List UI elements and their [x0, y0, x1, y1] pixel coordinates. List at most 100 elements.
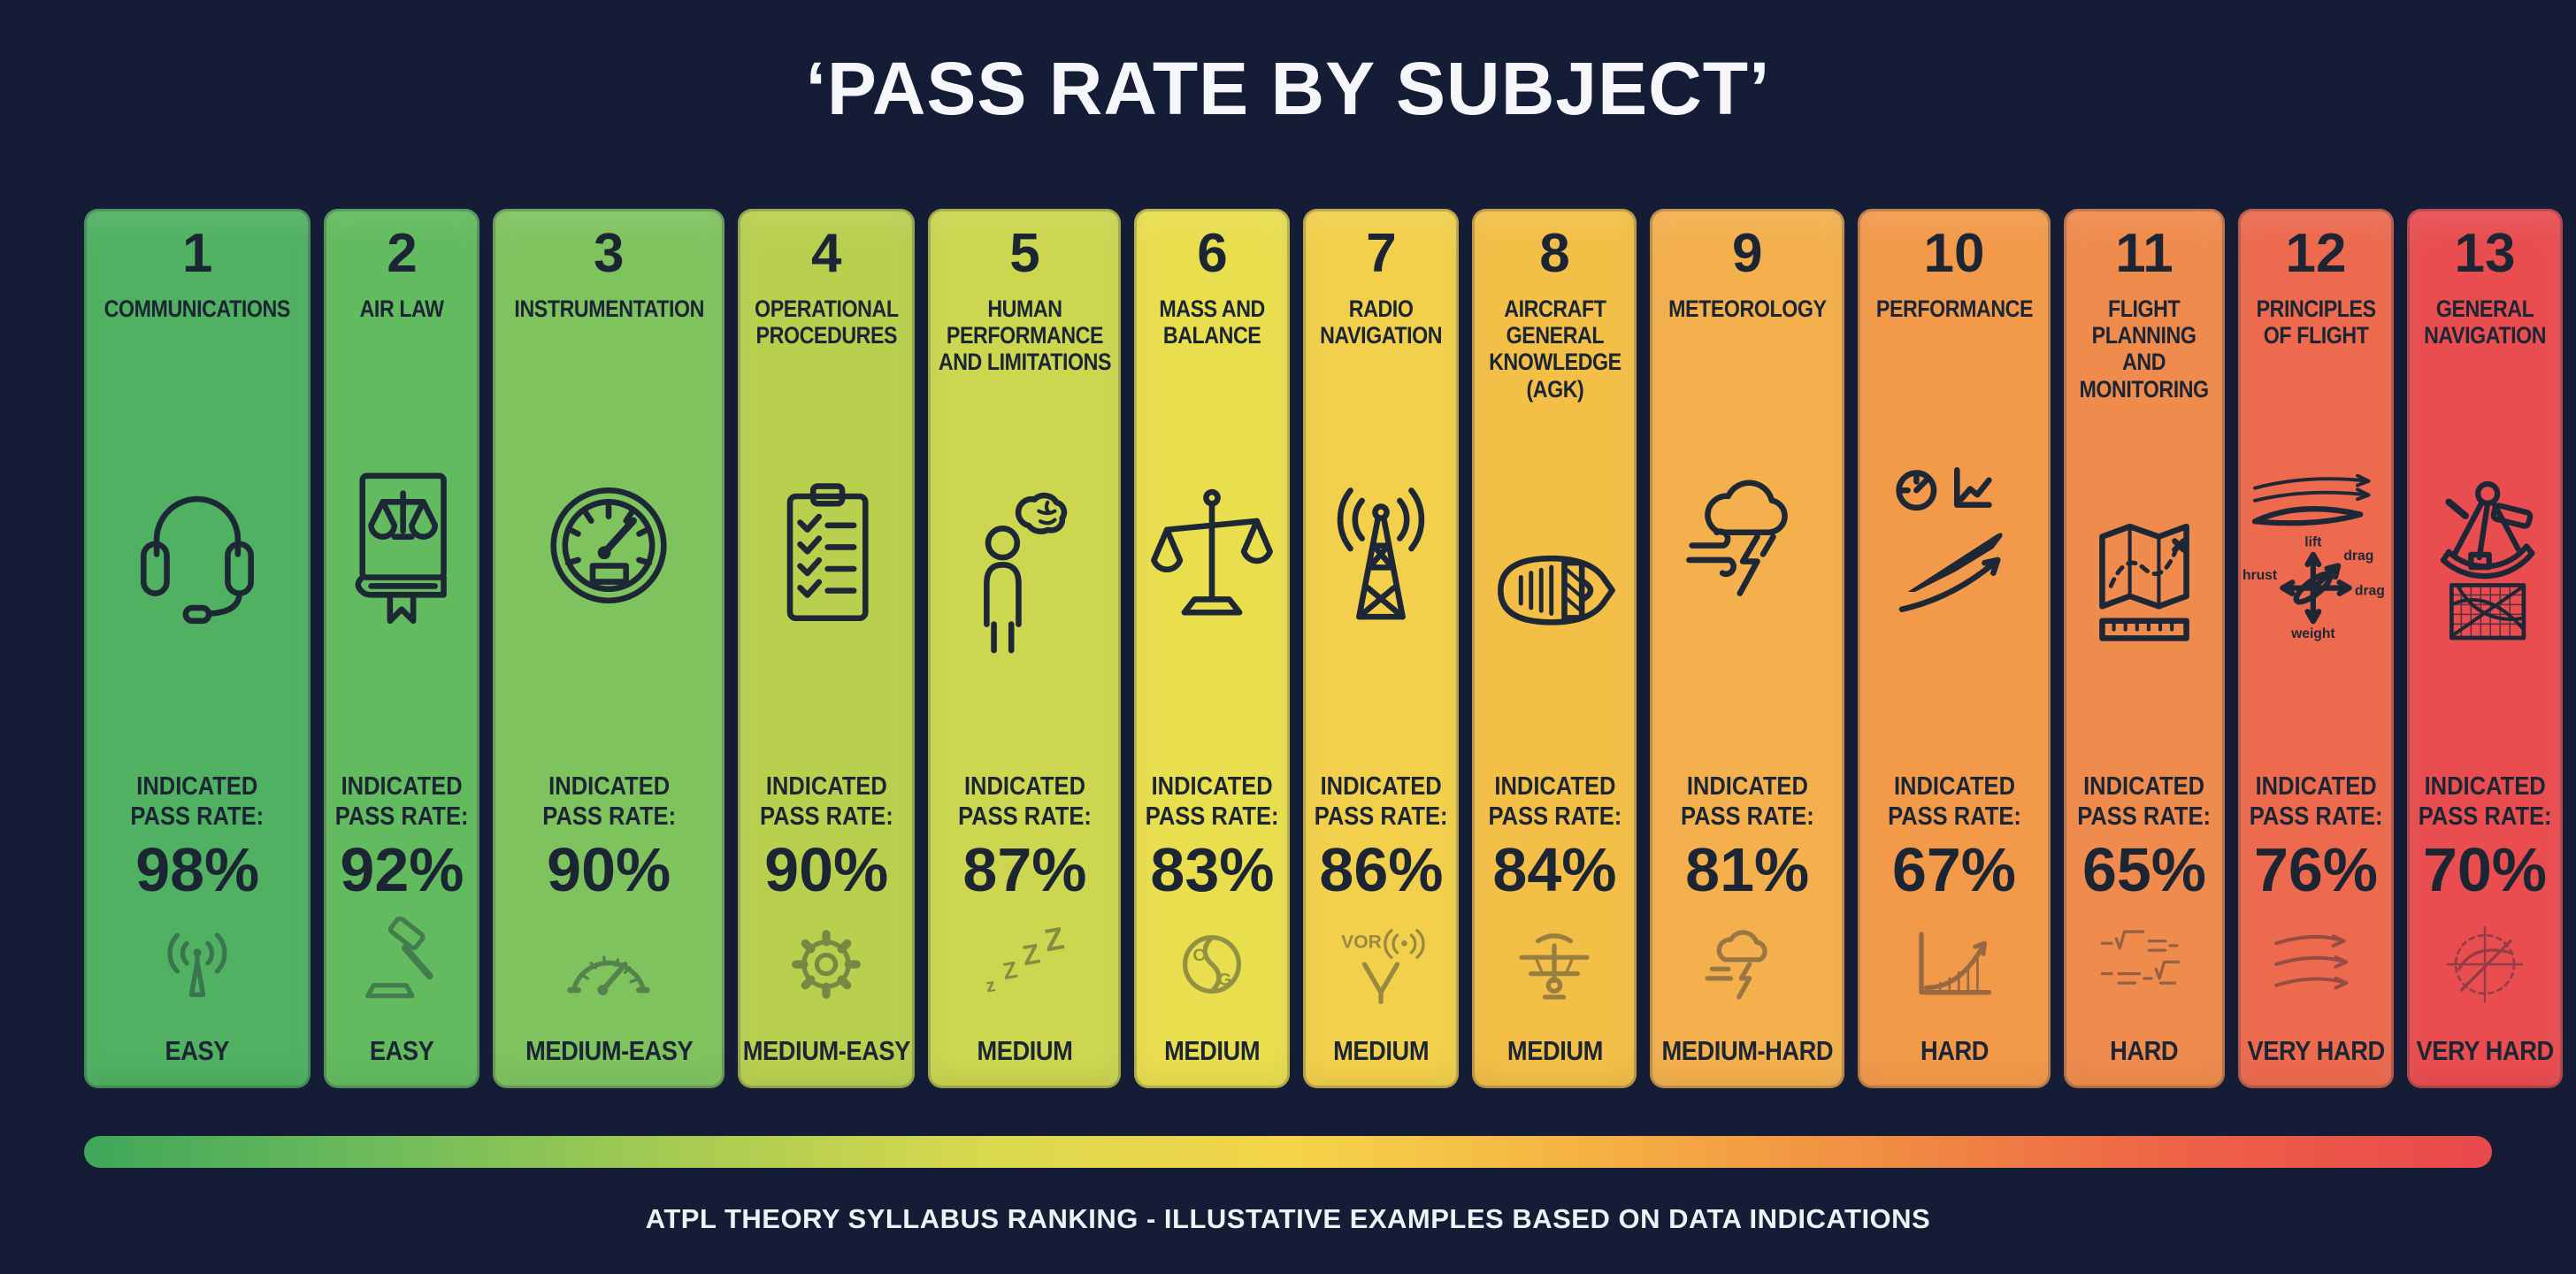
subject-rank: 5: [1009, 223, 1040, 284]
pass-rate-value: 76%: [2253, 835, 2379, 904]
subject-card-agk: 8 AIRCRAFT GENERAL KNOWLEDGE (AGK) INDIC…: [1472, 209, 1637, 1088]
airfoil-forces-icon: lift drag thrust drag weight: [2243, 349, 2388, 772]
subject-card-radio-navigation: 7 RADIO NAVIGATION INDICATED PASS RATE: …: [1303, 209, 1460, 1088]
pass-rate-value: 90%: [764, 835, 889, 904]
radio-tower-icon: [1308, 349, 1453, 772]
difficulty-label: MEDIUM-EASY: [525, 1035, 694, 1066]
difficulty-label: MEDIUM-EASY: [742, 1035, 911, 1066]
instrument-gauge-icon: [498, 322, 718, 772]
pass-rate-value: 81%: [1685, 835, 1810, 904]
page-title: ‘PASS RATE BY SUBJECT’: [805, 47, 1771, 130]
pass-rate-label-line2: PASS RATE:: [2249, 802, 2383, 831]
pass-rate-value: 87%: [962, 835, 1087, 904]
pass-rate-label: INDICATED PASS RATE:: [328, 772, 476, 832]
law-book-icon: [329, 322, 474, 772]
subject-name: MASS AND BALANCE: [1159, 295, 1266, 349]
checklist-clipboard-icon: [743, 349, 910, 772]
difficulty-label: VERY HARD: [2247, 1035, 2385, 1066]
svg-text:drag: drag: [2355, 583, 2385, 598]
pass-rate-label-line2: PASS RATE:: [759, 802, 893, 831]
svg-text:thrust: thrust: [2243, 568, 2278, 583]
map-route-icon: [2069, 403, 2220, 772]
pass-rate-label-line2: PASS RATE:: [2077, 802, 2212, 831]
svg-text:z: z: [985, 975, 997, 996]
speedometer-icon: [550, 906, 667, 1023]
svg-text:Z: Z: [1020, 937, 1042, 971]
pass-rate-value: 92%: [340, 835, 464, 904]
subject-cards-row: 1 COMMUNICATIONS INDICATED PASS RATE: 98…: [84, 209, 2563, 1088]
subject-name: OPERATIONAL PROCEDURES: [754, 295, 899, 349]
pass-rate-label: INDICATED PASS RATE:: [87, 772, 308, 832]
subject-name: HUMAN PERFORMANCE AND LIMITATIONS: [938, 295, 1112, 376]
pass-rate-label-line1: INDICATED: [2083, 772, 2205, 802]
subject-rank: 11: [2115, 223, 2174, 284]
subject-name: METEOROLOGY: [1668, 295, 1827, 322]
pass-rate-label: INDICATED PASS RATE:: [2242, 772, 2389, 832]
pass-rate-label: INDICATED PASS RATE:: [496, 772, 722, 832]
pass-rate-label-line2: PASS RATE:: [541, 802, 676, 831]
svg-text:lift: lift: [2304, 534, 2322, 549]
airflow-arrows-icon: [2258, 906, 2374, 1023]
pass-rate-label-line2: PASS RATE:: [1146, 802, 1279, 831]
pass-rate-label-line1: INDICATED: [341, 772, 464, 802]
difficulty-label: HARD: [1920, 1035, 1989, 1066]
pass-rate-label-line1: INDICATED: [548, 772, 670, 802]
svg-text:drag: drag: [2343, 549, 2373, 564]
pass-rate-label-line2: PASS RATE:: [130, 802, 264, 831]
difficulty-label: MEDIUM: [1506, 1035, 1603, 1066]
pass-rate-label-line1: INDICATED: [1493, 772, 1616, 802]
pass-rate-value: 67%: [1891, 835, 2017, 904]
subject-name: PERFORMANCE: [1875, 295, 2033, 322]
pass-rate-label-line2: PASS RATE:: [1887, 802, 2021, 831]
subject-rank: 6: [1197, 223, 1228, 284]
difficulty-label: MEDIUM: [1333, 1035, 1430, 1066]
svg-text:C: C: [1193, 946, 1206, 965]
difficulty-label: MEDIUM-HARD: [1661, 1035, 1834, 1066]
subject-rank: 2: [387, 223, 418, 284]
subject-name: RADIO NAVIGATION: [1320, 295, 1443, 349]
pass-rate-label: INDICATED PASS RATE:: [932, 772, 1117, 832]
vor-icon: VOR: [1322, 906, 1439, 1023]
pass-rate-label: INDICATED PASS RATE:: [1476, 772, 1634, 832]
subject-rank: 1: [182, 223, 213, 284]
subject-rank: 3: [593, 223, 625, 284]
balance-scale-icon: [1139, 349, 1284, 772]
pass-rate-label: INDICATED PASS RATE:: [1307, 772, 1455, 832]
pass-rate-label: INDICATED PASS RATE:: [2411, 772, 2558, 832]
svg-text:weight: weight: [2290, 626, 2335, 641]
pass-rate-value: 90%: [547, 835, 671, 904]
subject-card-general-navigation: 13 GENERAL NAVIGATION INDICATED PASS RAT…: [2407, 209, 2563, 1088]
cg-balance-icon: C G: [1154, 906, 1270, 1023]
difficulty-label: EASY: [165, 1035, 230, 1066]
pass-rate-label-line2: PASS RATE:: [1488, 802, 1622, 831]
pass-rate-label: INDICATED PASS RATE:: [2067, 772, 2221, 832]
human-performance-icon: [933, 376, 1116, 773]
subject-card-performance: 10 PERFORMANCE INDICATED PASS RATE: 67%: [1857, 209, 2051, 1088]
antenna-waves-icon: [139, 906, 256, 1023]
gavel-icon: [343, 906, 460, 1023]
pass-rate-label-line1: INDICATED: [1151, 772, 1274, 802]
subject-card-communications: 1 COMMUNICATIONS INDICATED PASS RATE: 98…: [84, 209, 311, 1088]
pass-rate-label: INDICATED PASS RATE:: [1138, 772, 1286, 832]
subject-card-meteorology: 9 METEOROLOGY INDICATED PASS RATE: 81% M…: [1650, 209, 1844, 1088]
svg-text:Z: Z: [1042, 920, 1067, 958]
subject-name: COMMUNICATIONS: [104, 295, 291, 322]
subject-card-human-performance: 5 HUMAN PERFORMANCE AND LIMITATIONS INDI…: [928, 209, 1122, 1088]
svg-text:G: G: [1218, 971, 1231, 990]
subject-name: FLIGHT PLANNING AND MONITORING: [2079, 295, 2210, 403]
svg-text:VOR: VOR: [1342, 932, 1383, 953]
pass-rate-value: 98%: [135, 835, 260, 904]
pass-rate-value: 84%: [1492, 835, 1617, 904]
pass-rate-label-line2: PASS RATE:: [2418, 802, 2552, 831]
sextant-chart-icon: [2412, 349, 2557, 772]
subject-card-principles-of-flight: 12 PRINCIPLES OF FLIGHT lift drag thrust…: [2238, 209, 2394, 1088]
footer-caption: ATPL THEORY SYLLABUS RANKING - ILLUSTATI…: [645, 1203, 1931, 1234]
subject-card-operational-procedures: 4 OPERATIONAL PROCEDURES INDICATED PASS …: [737, 209, 916, 1088]
pass-rate-label: INDICATED PASS RATE:: [1861, 772, 2047, 832]
storm-icon: [1689, 906, 1806, 1023]
pass-rate-label-line1: INDICATED: [136, 772, 258, 802]
storm-cloud-icon: [1655, 322, 1839, 772]
gear-icon: [768, 906, 885, 1023]
subject-rank: 8: [1539, 223, 1570, 284]
growth-curve-icon: [1896, 906, 2012, 1023]
